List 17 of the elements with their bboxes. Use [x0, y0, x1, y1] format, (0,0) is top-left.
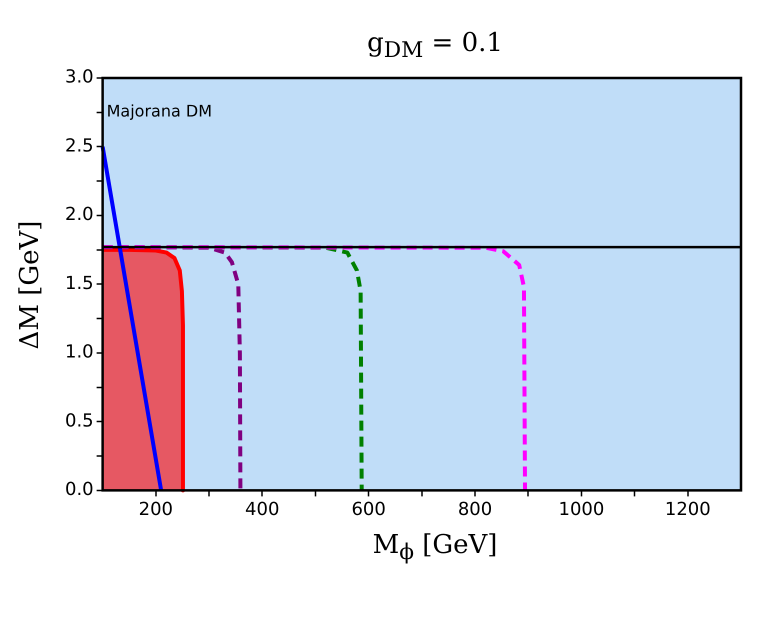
x-tick-label: 1000 — [558, 498, 604, 520]
y-tick-label: 3.0 — [64, 66, 94, 88]
y-tick-label: 0.5 — [64, 410, 94, 432]
y-tick-label: 1.0 — [64, 342, 94, 363]
y-tick-label: 0.0 — [64, 479, 94, 500]
x-tick-label: 200 — [138, 498, 174, 520]
y-tick-label: 2.5 — [64, 135, 94, 156]
x-tick-label: 400 — [245, 498, 280, 520]
y-tick-label: 2.0 — [64, 204, 94, 226]
x-tick-label: 800 — [458, 498, 492, 520]
x-tick-label: 600 — [351, 498, 386, 520]
annotation: Majorana DM — [106, 102, 212, 121]
x-tick-label: 1200 — [664, 498, 711, 520]
x-axis-title: M$_{ϕ}$ [GeV] — [372, 530, 498, 566]
y-tick-label: 1.5 — [64, 272, 94, 294]
y-axis-title: ΔM [GeV] — [15, 220, 45, 352]
chart-title: g$_{DM}$ = 0.1 — [366, 28, 504, 64]
